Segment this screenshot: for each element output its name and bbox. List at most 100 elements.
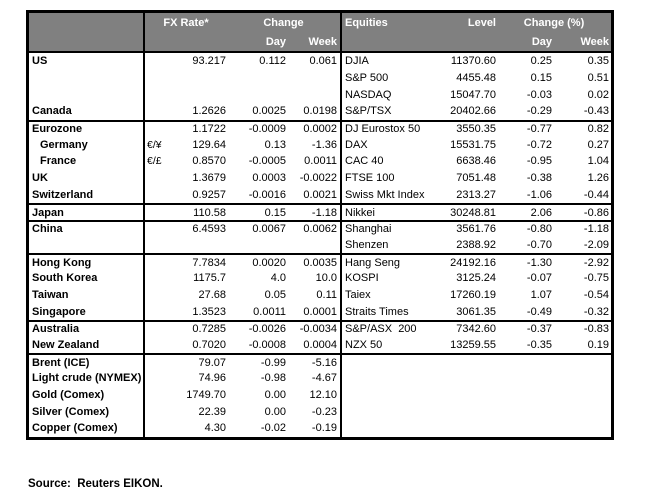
equity-week-change-cell: 0.02 [587,88,609,101]
fx-day-change-cell: -0.02 [260,422,286,435]
half-divider [340,169,342,187]
country-label-cell: China [32,223,63,236]
country-label-cell: Australia [32,323,80,336]
fx-day-change-cell: 0.05 [264,288,286,301]
half-divider [340,153,342,170]
column-divider [143,69,145,87]
country-label-cell: Eurozone [32,123,83,136]
half-divider [340,386,342,404]
fx-week-change-cell: 0.0062 [303,223,337,236]
fx-week-change-cell: 0.0021 [303,188,337,201]
fx-week-change-cell: 0.061 [309,55,337,68]
half-divider [340,103,342,120]
column-divider [143,221,145,237]
equity-label-cell: Shenzen [345,238,389,251]
column-divider [143,153,145,170]
equity-label-cell: DJIA [345,55,369,68]
half-divider [340,136,342,154]
half-divider [340,205,342,220]
equity-label-cell: S&P/TSX [345,105,392,118]
table-row: NASDAQ 15047.70 -0.03 0.02 [29,86,611,104]
column-divider [143,370,145,387]
country-label-cell: Japan [32,206,64,219]
fx-day-change-cell: 0.0003 [252,172,286,185]
fx-day-change-cell: 0.112 [259,55,286,68]
table-row: Switzerland 0.9257 -0.0016 0.0021 Swiss Mkt … [29,186,611,204]
half-divider [340,420,342,437]
column-divider [143,420,145,437]
fx-week-change-cell: 12.10 [309,389,337,402]
equity-day-change-cell: 0.25 [530,55,552,68]
equity-week-header: Week [580,35,609,48]
country-label-cell: US [32,55,48,68]
equity-level-cell: 3550.35 [456,123,496,136]
currency-pair-cell: €/£ [147,155,162,168]
country-label-cell: Silver (Comex) [32,405,110,418]
fx-week-change-cell: -4.67 [311,372,337,385]
level-header: Level [467,16,496,29]
half-divider [340,269,342,287]
table-row: Japan 110.58 0.15 -1.18 Nikkei 30248.81 2.06 -0… [29,203,611,220]
equity-day-change-cell: -0.70 [526,238,552,251]
equity-label-cell: Shanghai [345,223,392,236]
half-divider [340,286,342,304]
equity-week-change-cell: 1.04 [587,155,609,168]
equity-level-cell: 13259.55 [450,339,496,352]
equity-level-cell: 7342.60 [456,323,496,336]
half-divider [340,186,342,204]
table-row: Canada 1.2626 0.0025 0.0198 S&P/TSX 20402.66 -… [29,103,611,120]
equity-label-cell: Straits Times [345,305,409,318]
half-divider [340,255,342,270]
fx-day-change-cell: -0.99 [260,356,286,369]
table-row: Copper (Comex) 4.30 -0.02 -0.19 [29,420,611,437]
equity-label-cell: NASDAQ [345,88,392,101]
fx-rate-cell: 93.217 [192,55,226,68]
fx-week-change-cell: -0.19 [311,422,337,435]
equity-level-cell: 4455.48 [456,72,496,85]
fx-day-change-cell: 0.00 [264,389,286,402]
column-divider [143,53,145,70]
country-label-cell: France [40,155,77,168]
equity-day-change-cell: -0.03 [526,88,552,101]
equity-level-cell: 3061.35 [456,305,496,318]
equity-label-cell: Swiss Mkt Index [345,188,425,201]
equities-header: Equities [345,16,388,29]
equity-day-change-cell: -1.30 [526,256,552,269]
equity-level-cell: 15047.70 [450,88,496,101]
fx-week-change-cell: 10.0 [315,272,337,285]
fx-rate-cell: 0.9257 [192,188,226,201]
equity-day-change-cell: -0.95 [526,155,552,168]
fx-day-change-cell: 0.13 [264,138,286,151]
equity-day-change-cell: -0.35 [526,339,552,352]
column-divider [143,205,145,220]
fx-day-change-cell: -0.0008 [248,339,286,352]
equity-label-cell: FTSE 100 [345,172,395,185]
fx-rate-header: FX Rate* [163,16,209,29]
table-row: Hong Kong 7.7834 0.0020 0.0035 Hang Seng 2419… [29,253,611,270]
equity-level-cell: 3125.24 [456,272,496,285]
fx-rate-cell: 110.58 [193,206,226,219]
half-divider [340,322,342,337]
equity-day-change-cell: -0.38 [526,172,552,185]
half-divider [340,13,342,51]
column-divider [143,86,145,104]
equity-day-change-cell: -0.29 [526,105,552,118]
table-row: Germany €/¥ 129.64 0.13 -1.36 DAX 15531.75 -0.7… [29,136,611,154]
column-divider [143,103,145,120]
equity-level-cell: 15531.75 [450,138,496,151]
fx-rate-cell: 27.68 [198,288,226,301]
fx-rate-cell: 7.7834 [192,256,226,269]
table-row: Eurozone 1.1722 -0.0009 0.0002 DJ Eurostox 5… [29,119,611,137]
equity-level-cell: 11370.60 [450,55,496,68]
country-label-cell: Light crude (NYMEX) [32,372,142,385]
column-divider [143,255,145,270]
table-row: Light crude (NYMEX) 74.96 -0.98 -4.67 [29,370,611,387]
country-label-cell: Brent (ICE) [32,356,90,369]
fx-week-change-cell: 0.0004 [303,339,337,352]
column-divider [143,236,145,254]
equity-day-change-cell: -0.80 [526,223,552,236]
equity-day-change-cell: 2.06 [530,206,552,219]
table-row: Singapore 1.3523 0.0011 0.0001 Straits Times… [29,303,611,320]
equity-level-cell: 2313.27 [456,188,496,201]
